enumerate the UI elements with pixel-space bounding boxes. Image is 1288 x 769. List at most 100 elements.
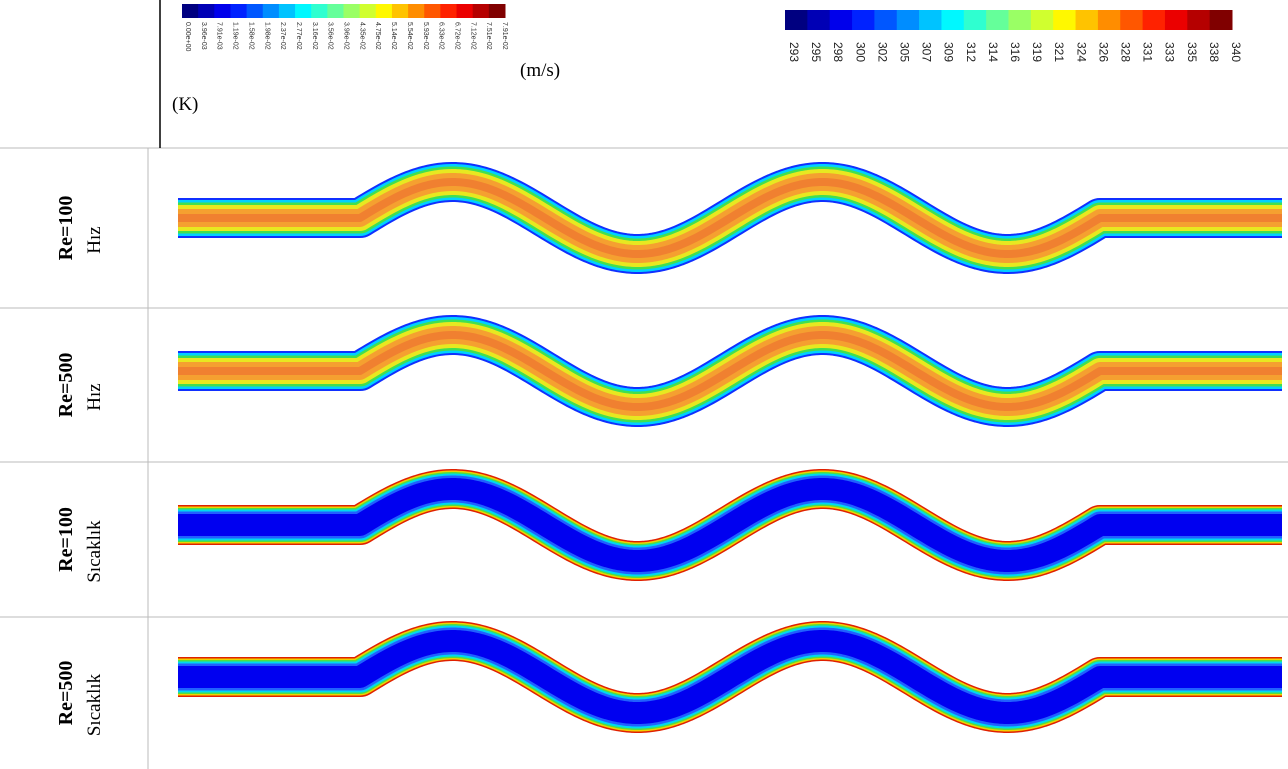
temperature-tick-label: 293: [787, 42, 801, 62]
temperature-tick-label: 295: [809, 42, 823, 62]
temperature-tick-label: 309: [942, 42, 956, 62]
temperature-tick-label: 298: [831, 42, 845, 62]
colorbar-swatch: [1097, 10, 1121, 30]
contour-image: [178, 162, 1282, 274]
contour-band: [178, 630, 1282, 724]
colorbar-swatch: [456, 4, 474, 18]
contour-band: [178, 178, 1282, 258]
velocity-tick-label: 2.77e-02: [295, 22, 302, 50]
velocity-tick-label: 0.00e+00: [184, 22, 191, 51]
temperature-tick-label: 340: [1229, 42, 1243, 62]
field-label: Hız: [84, 226, 105, 253]
colorbar-swatch: [359, 4, 377, 18]
re-label: Re=500: [55, 353, 77, 418]
velocity-tick-label: 7.12e-02: [469, 22, 476, 50]
temperature-tick-label: 321: [1052, 42, 1066, 62]
re-label: Re=500: [55, 661, 77, 726]
velocity-tick-label: 6.72e-02: [453, 22, 460, 50]
field-label: Sıcaklık: [84, 673, 105, 736]
colorbar-swatch: [198, 4, 215, 18]
temperature-tick-label: 307: [920, 42, 934, 62]
colorbar-swatch: [311, 4, 328, 18]
velocity-unit: (m/s): [520, 60, 560, 81]
colorbar-swatch: [295, 4, 312, 18]
temperature-tick-label: 338: [1207, 42, 1221, 62]
colorbar-swatch: [230, 4, 248, 18]
temperature-tick-label: 333: [1163, 42, 1177, 62]
colorbar-swatch: [1053, 10, 1077, 30]
velocity-tick-label: 5.54e-02: [406, 22, 413, 50]
contour-image: [178, 469, 1282, 581]
colorbar-swatch: [472, 4, 490, 18]
velocity-tick-label: 7.91e-03: [216, 22, 223, 50]
colorbar-swatch: [424, 4, 441, 18]
colorbar-swatch: [919, 10, 942, 30]
velocity-tick-label: 5.93e-02: [422, 22, 429, 50]
colorbar-swatch: [852, 10, 875, 30]
contour-image: [178, 621, 1282, 733]
temperature-tick-label: 302: [875, 42, 889, 62]
colorbar-swatch: [391, 4, 409, 18]
colorbar-swatch: [1142, 10, 1166, 30]
temperature-tick-label: 316: [1008, 42, 1022, 62]
colorbar-swatch: [214, 4, 231, 18]
velocity-tick-label: 4.75e-02: [374, 22, 381, 50]
colorbar-swatch: [986, 10, 1009, 30]
velocity-tick-label: 7.51e-02: [485, 22, 492, 50]
colorbar-swatch: [327, 4, 344, 18]
temperature-tick-label: 319: [1030, 42, 1044, 62]
colorbar-swatch: [1187, 10, 1211, 30]
velocity-tick-label: 3.96e-02: [343, 22, 350, 50]
velocity-tick-label: 3.56e-02: [327, 22, 334, 50]
colorbar-swatch: [1164, 10, 1188, 30]
temperature-tick-label: 335: [1185, 42, 1199, 62]
colorbar-swatch: [375, 4, 393, 18]
colorbar-swatch: [278, 4, 296, 18]
temperature-tick-label: 305: [898, 42, 912, 62]
colorbar-swatch: [829, 10, 853, 30]
colorbar-swatch: [1075, 10, 1099, 30]
velocity-tick-label: 5.14e-02: [390, 22, 397, 50]
velocity-tick-label: 7.91e-02: [501, 22, 508, 50]
temperature-tick-label: 328: [1119, 42, 1133, 62]
temperature-unit: (K): [172, 94, 198, 115]
colorbar-swatch: [785, 10, 808, 30]
colorbar-swatch: [807, 10, 831, 30]
velocity-tick-label: 2.37e-02: [279, 22, 286, 50]
velocity-tick-label: 1.98e-02: [263, 22, 270, 50]
field-label: Hız: [84, 383, 105, 410]
colorbar-swatch: [262, 4, 280, 18]
temperature-tick-label: 326: [1096, 42, 1110, 62]
table-lines: [0, 147, 1288, 769]
field-label: Sıcaklık: [84, 520, 105, 583]
velocity-tick-label: 1.58e-02: [247, 22, 254, 50]
colorbar-swatch: [488, 4, 506, 18]
colorbar-swatch: [963, 10, 987, 30]
velocity-tick-label: 1.19e-02: [232, 22, 239, 50]
velocity-tick-label: 3.96e-03: [200, 22, 207, 50]
colorbar-swatch: [1030, 10, 1054, 30]
colorbar-swatch: [941, 10, 965, 30]
re-label: Re=100: [55, 196, 77, 261]
contour-band: [178, 478, 1282, 572]
contour-band: [178, 331, 1282, 411]
velocity-tick-label: 6.33e-02: [438, 22, 445, 50]
colorbar-swatch: [1008, 10, 1032, 30]
velocity-tick-label: 3.16e-02: [311, 22, 318, 50]
temperature-tick-label: 324: [1074, 42, 1088, 62]
colorbar-swatch: [440, 4, 458, 18]
temperature-tick-label: 331: [1141, 42, 1155, 62]
contour-image: [178, 315, 1282, 427]
colorbar-swatch: [874, 10, 898, 30]
re-label: Re=100: [55, 507, 77, 572]
colorbar-swatch: [896, 10, 920, 30]
temperature-tick-label: 300: [853, 42, 867, 62]
velocity-tick-label: 4.35e-02: [358, 22, 365, 50]
colorbar-swatch: [408, 4, 425, 18]
temperature-tick-label: 314: [986, 42, 1000, 62]
temperature-tick-label: 312: [964, 42, 978, 62]
colorbar-swatch: [1209, 10, 1233, 30]
colorbar-swatch: [1120, 10, 1144, 30]
colorbar-swatch: [343, 4, 361, 18]
